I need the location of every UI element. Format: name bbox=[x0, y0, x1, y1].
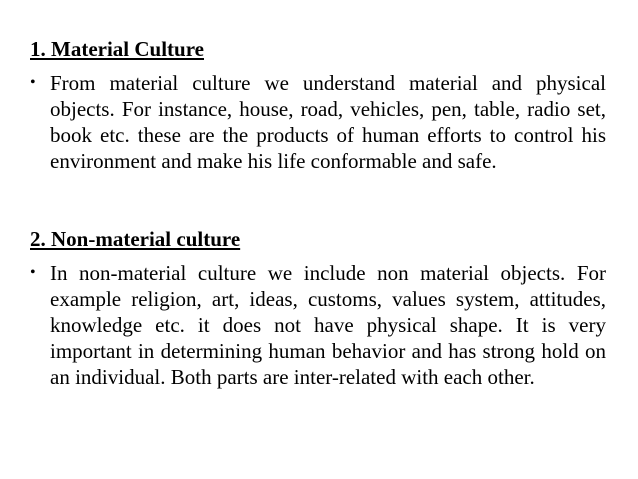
section-heading-material-culture: 1. Material Culture bbox=[30, 37, 204, 61]
bullet-text-non-material-culture: In non-material culture we include non m… bbox=[50, 261, 606, 389]
bullet-text-material-culture: From material culture we understand mate… bbox=[50, 71, 606, 173]
bullet-icon: • bbox=[30, 264, 36, 281]
bullet-icon: • bbox=[30, 74, 36, 91]
section-heading-non-material-culture: 2. Non-material culture bbox=[30, 227, 241, 251]
